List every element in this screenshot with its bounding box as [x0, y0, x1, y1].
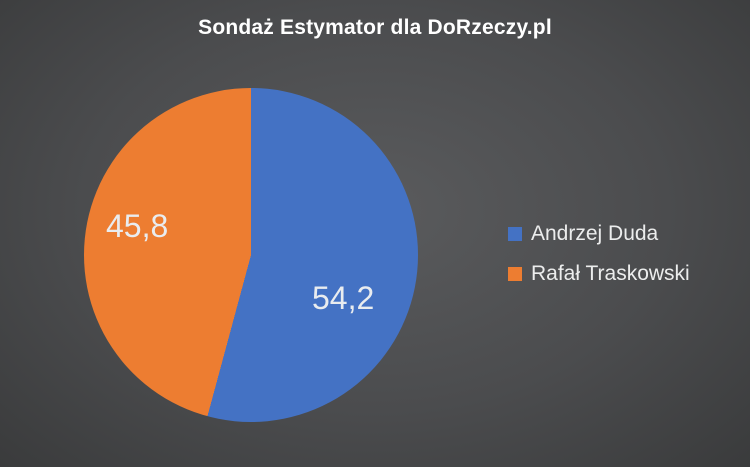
legend-swatch-blue-icon [508, 227, 522, 241]
pie-chart: 54,2 45,8 [84, 88, 418, 422]
chart-title: Sondaż Estymator dla DoRzeczy.pl [198, 16, 552, 39]
pie-slice-label-andrzej-duda: 54,2 [312, 280, 375, 316]
legend-item-rafal-traskowski: Rafał Traskowski [508, 262, 690, 286]
legend-label: Andrzej Duda [531, 222, 659, 245]
legend-swatch-orange-icon [508, 267, 522, 281]
pie-slice-label-rafal-traskowski: 45,8 [106, 208, 169, 244]
pie-graphic [84, 88, 418, 422]
legend-label: Rafał Traskowski [531, 262, 690, 285]
legend-item-andrzej-duda: Andrzej Duda [508, 222, 690, 246]
chart-legend: Andrzej Duda Rafał Traskowski [508, 222, 690, 286]
